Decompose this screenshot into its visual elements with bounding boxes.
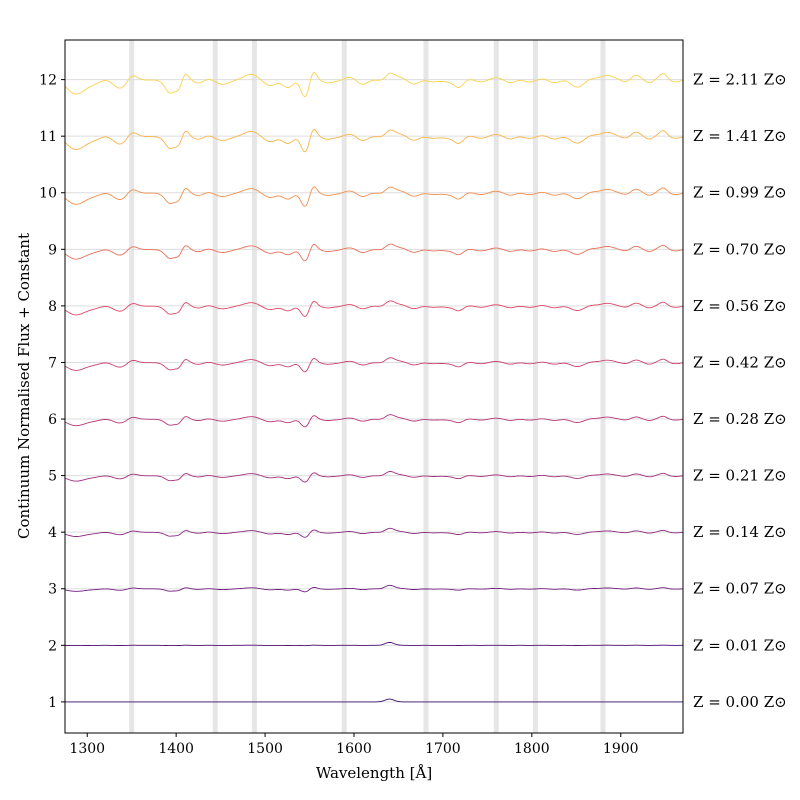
series-line-0.42	[64, 357, 684, 373]
y-tick-label-11: 11	[39, 129, 57, 145]
x-tick-label-1300: 1300	[69, 741, 105, 757]
x-tick-label-1500: 1500	[247, 741, 283, 757]
series-label-0.70: Z = 0.70 Z⊙	[693, 240, 787, 258]
y-tick-label-2: 2	[48, 638, 57, 654]
highlight-band-7	[600, 40, 606, 733]
series-label-1.41: Z = 1.41 Z⊙	[693, 127, 787, 145]
series-line-0.70	[64, 243, 684, 262]
y-tick-label-10: 10	[39, 186, 57, 202]
y-tick-label-12: 12	[39, 73, 57, 89]
x-tick-label-1600: 1600	[336, 741, 372, 757]
y-tick-label-3: 3	[48, 582, 57, 598]
x-tick-label-1900: 1900	[603, 741, 639, 757]
x-axis-ticks: 1300 1400 1500 1600 1700 1800 1900	[69, 733, 639, 757]
y-tick-label-6: 6	[48, 412, 57, 428]
y-tick-label-8: 8	[48, 299, 57, 315]
series-line-0.14	[64, 527, 684, 538]
spectra-lines	[64, 71, 684, 703]
x-tick-label-1700: 1700	[425, 741, 461, 757]
series-label-0.21: Z = 0.21 Z⊙	[693, 467, 787, 485]
metallicity-labels: Z = 0.00 Z⊙ Z = 0.01 Z⊙ Z = 0.07 Z⊙ Z = 0.1…	[693, 71, 787, 711]
highlight-band-2	[251, 40, 257, 733]
series-line-0.07	[64, 584, 684, 593]
y-tick-label-7: 7	[48, 355, 57, 371]
series-label-0.07: Z = 0.07 Z⊙	[693, 580, 787, 598]
series-line-0.28	[64, 414, 684, 428]
highlight-band-3	[341, 40, 347, 733]
series-line-0.21	[64, 471, 684, 483]
series-line-1.41	[64, 129, 684, 153]
series-label-0.56: Z = 0.56 Z⊙	[693, 297, 787, 315]
x-tick-label-1400: 1400	[158, 741, 194, 757]
highlight-bands	[129, 40, 606, 733]
y-axis-label: Continuum Normalised Flux + Constant	[15, 233, 33, 539]
series-label-0.00: Z = 0.00 Z⊙	[693, 693, 787, 711]
highlight-band-4	[423, 40, 429, 733]
series-label-0.28: Z = 0.28 Z⊙	[693, 410, 787, 428]
series-line-2.11	[64, 71, 684, 98]
grid-lines	[65, 79, 683, 703]
series-line-0.56	[64, 300, 684, 317]
x-axis-label: Wavelength [Å]	[316, 764, 432, 782]
series-label-0.42: Z = 0.42 Z⊙	[693, 353, 787, 371]
series-line-0.01	[64, 641, 683, 647]
series-label-0.14: Z = 0.14 Z⊙	[693, 523, 787, 541]
plot-frame	[64, 39, 684, 734]
x-tick-label-1800: 1800	[514, 741, 550, 757]
series-label-0.01: Z = 0.01 Z⊙	[693, 636, 787, 654]
highlight-band-6	[532, 40, 538, 733]
highlight-band-0	[129, 40, 135, 733]
series-line-0.99	[64, 186, 684, 207]
y-tick-label-9: 9	[48, 242, 57, 258]
y-tick-label-1: 1	[48, 695, 57, 711]
series-label-0.99: Z = 0.99 Z⊙	[693, 184, 787, 202]
y-tick-label-4: 4	[48, 525, 57, 541]
series-line-0.00	[65, 698, 683, 703]
highlight-band-5	[493, 40, 499, 733]
y-tick-label-5: 5	[48, 469, 57, 485]
series-label-2.11: Z = 2.11 Z⊙	[693, 71, 787, 89]
highlight-band-1	[212, 40, 218, 733]
